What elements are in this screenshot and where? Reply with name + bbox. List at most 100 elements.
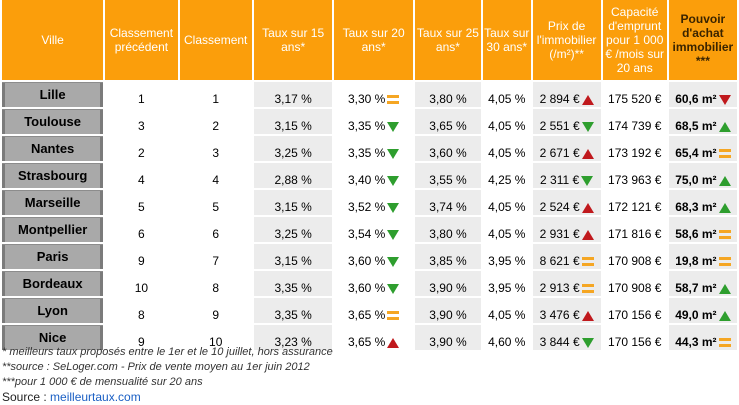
equal-icon [718, 149, 731, 159]
rate-15-cell-value: 3,35 % [274, 308, 312, 322]
purchasing-power-cell-value: 60,6 m² [675, 92, 717, 106]
rank-cell-value: 2 [212, 119, 220, 133]
rate-25-cell-value: 3,65 % [429, 119, 467, 133]
city-cell: Paris [2, 244, 104, 271]
purchasing-power-cell-value: 68,3 m² [675, 200, 717, 214]
rank-cell-value: 8 [212, 281, 220, 295]
rate-15-cell: 3,17 % [253, 82, 333, 109]
city-cell: Lyon [2, 298, 104, 325]
rate-15-cell: 3,35 % [253, 298, 333, 325]
previous-rank-cell: 9 [105, 325, 178, 352]
loan-capacity-cell: 173 963 € [602, 163, 667, 190]
rate-30-cell-value: 4,05 % [488, 227, 526, 241]
loan-capacity-cell-value: 171 816 € [608, 227, 662, 241]
rate-25-cell-value: 3,90 % [429, 335, 467, 349]
purchasing-power-cell: 49,0 m² [668, 298, 737, 325]
table-row: Toulouse 3 2 3,15 % 3,35 % 3,65 % 4,05 % 2 551 … [2, 109, 737, 136]
header-row: Ville Classement précédent Classement Ta… [2, 0, 737, 82]
rate-15-cell: 2,88 % [253, 163, 333, 190]
rate-20-cell-value: 3,60 % [347, 281, 386, 295]
purchasing-power-cell-value: 58,7 m² [675, 281, 717, 295]
previous-rank-cell-value: 3 [138, 119, 145, 133]
rate-20-cell-value: 3,65 % [347, 308, 386, 322]
rate-20-cell: 3,52 % [334, 190, 413, 217]
rate-15-cell: 3,23 % [253, 325, 333, 352]
rate-15-cell-value: 3,23 % [274, 335, 312, 349]
loan-capacity-cell-value: 173 963 € [608, 173, 662, 187]
rate-15-cell: 3,25 % [253, 136, 333, 163]
rate-20-cell-value: 3,35 % [347, 119, 386, 133]
previous-rank-cell: 2 [105, 136, 178, 163]
rank-cell-value: 5 [212, 200, 220, 214]
price-cell: 2 894 € [532, 82, 601, 109]
previous-rank-cell-value: 6 [138, 227, 145, 241]
price-cell-value: 3 476 € [539, 308, 580, 322]
rank-cell: 8 [179, 271, 252, 298]
rank-cell: 9 [179, 298, 252, 325]
loan-capacity-cell: 174 739 € [602, 109, 667, 136]
equal-icon [387, 311, 400, 321]
previous-rank-cell: 10 [105, 271, 178, 298]
rate-15-cell: 3,35 % [253, 271, 333, 298]
price-cell: 2 311 € [532, 163, 601, 190]
arrow-up-red-icon [581, 229, 594, 240]
city-name: Paris [2, 244, 104, 269]
source-line: Source : meilleurtaux.com [2, 390, 333, 405]
header-price: Prix de l'immobilier (/m²)** [532, 0, 601, 82]
rate-15-cell-value: 3,25 % [274, 146, 312, 160]
loan-capacity-cell: 170 908 € [602, 271, 667, 298]
loan-capacity-cell: 170 156 € [602, 325, 667, 352]
equal-icon [718, 230, 731, 240]
rate-25-cell: 3,85 % [414, 244, 481, 271]
header-rate-30: Taux sur 30 ans* [483, 0, 531, 82]
arrow-down-green-icon [387, 202, 400, 213]
source-label: Source : [2, 390, 51, 404]
rate-30-cell: 3,95 % [483, 271, 531, 298]
rate-25-cell: 3,90 % [414, 298, 481, 325]
city-name: Strasbourg [2, 163, 104, 188]
footnote-price-source: **source : SeLoger.com - Prix de vente m… [2, 361, 310, 373]
rate-15-cell: 3,15 % [253, 244, 333, 271]
arrow-up-red-icon [581, 310, 594, 321]
rank-cell-value: 10 [209, 335, 223, 349]
rate-20-cell-value: 3,54 % [347, 227, 386, 241]
rank-cell-value: 7 [212, 254, 220, 268]
arrow-up-green-icon [718, 202, 731, 213]
table-row: Bordeaux 10 8 3,35 % 3,60 % 3,90 % 3,95 % 2 913… [2, 271, 737, 298]
table-row: Paris 9 7 3,15 % 3,60 % 3,85 % 3,95 % 8 621 € 17… [2, 244, 737, 271]
rate-30-cell-value: 4,05 % [488, 92, 526, 106]
rate-30-cell: 4,05 % [483, 82, 531, 109]
arrow-down-green-icon [387, 121, 400, 132]
rate-25-cell: 3,55 % [414, 163, 481, 190]
purchasing-power-cell: 60,6 m² [668, 82, 737, 109]
price-cell-value: 3 844 € [539, 335, 580, 349]
purchasing-power-cell: 75,0 m² [668, 163, 737, 190]
city-cell: Lille [2, 82, 104, 109]
rank-cell-value: 4 [212, 173, 220, 187]
rate-30-cell: 4,60 % [483, 325, 531, 352]
previous-rank-cell: 3 [105, 109, 178, 136]
rate-30-cell: 4,05 % [483, 217, 531, 244]
rate-20-cell: 3,65 % [334, 325, 413, 352]
rate-25-cell-value: 3,80 % [429, 92, 467, 106]
city-cell: Bordeaux [2, 271, 104, 298]
loan-capacity-cell: 170 156 € [602, 298, 667, 325]
rate-15-cell: 3,15 % [253, 109, 333, 136]
loan-capacity-cell: 171 816 € [602, 217, 667, 244]
rate-15-cell: 3,15 % [253, 190, 333, 217]
price-cell-value: 2 551 € [539, 119, 580, 133]
purchasing-power-cell-value: 44,3 m² [675, 335, 717, 349]
rate-25-cell-value: 3,90 % [429, 308, 467, 322]
rate-30-cell-value: 4,05 % [488, 200, 526, 214]
purchasing-power-cell: 58,6 m² [668, 217, 737, 244]
arrow-down-green-icon [387, 229, 400, 240]
loan-capacity-cell: 175 520 € [602, 82, 667, 109]
city-name: Marseille [2, 190, 104, 215]
equal-icon [387, 95, 400, 105]
loan-capacity-cell-value: 174 739 € [608, 119, 662, 133]
city-cell: Strasbourg [2, 163, 104, 190]
rate-20-cell-value: 3,30 % [347, 92, 386, 106]
rate-15-cell-value: 3,15 % [274, 119, 312, 133]
purchasing-power-cell-value: 65,4 m² [675, 146, 717, 160]
source-link[interactable]: meilleurtaux.com [50, 390, 141, 404]
